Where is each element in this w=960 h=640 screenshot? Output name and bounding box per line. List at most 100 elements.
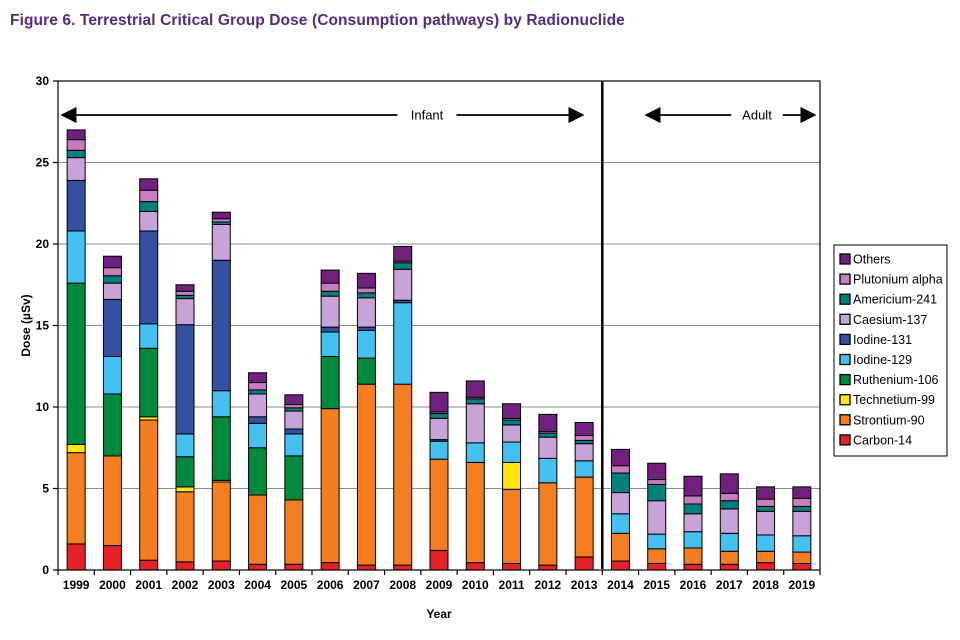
x-axis-title: Year: [426, 607, 452, 621]
bar-2015-others: [647, 462, 667, 481]
bar-2007-ruthenium-106: [356, 357, 376, 385]
bar-2016-americium-241: [683, 503, 703, 515]
bar-2018-carbon-14: [756, 562, 776, 571]
y-tick-label: 15: [36, 319, 50, 333]
bar-2000-strontium-90: [102, 455, 122, 547]
legend-label-americium-241: Americium-241: [853, 293, 937, 307]
bar-2002-strontium-90: [175, 491, 195, 563]
legend-item-ruthenium-106: Ruthenium-106: [839, 373, 939, 387]
bar-2004-iodine-131: [248, 416, 268, 424]
bar-1999-ruthenium-106: [66, 282, 86, 445]
bar-2005-strontium-90: [284, 499, 304, 565]
bar-2007-carbon-14: [356, 564, 376, 571]
bar-2010-americium-241: [465, 398, 485, 405]
bar-2018-strontium-90: [756, 550, 776, 564]
annotation-label-bg: [397, 106, 457, 124]
legend-label-plutonium-alpha: Plutonium alpha: [853, 273, 943, 287]
legend-label-iodine-129: Iodine-129: [853, 353, 912, 367]
x-tick-label-2006: 2006: [317, 578, 344, 592]
bar-2000-iodine-129: [102, 355, 122, 395]
bar-2002-others: [175, 284, 195, 292]
bar-2006-iodine-129: [320, 331, 340, 357]
bar-2013-plutonium-alpha: [574, 435, 594, 441]
bar-2005-carbon-14: [284, 563, 304, 571]
y-axis-title: Dose (µSv): [19, 294, 33, 356]
legend-item-carbon-14: Carbon-14: [839, 433, 912, 447]
bar-2013-carbon-14: [574, 556, 594, 571]
bar-2000-iodine-131: [102, 298, 122, 357]
bar-2003-iodine-129: [211, 390, 231, 418]
bar-2019-carbon-14: [792, 562, 812, 571]
bar-2009-strontium-90: [429, 458, 449, 551]
bar-2009-americium-241: [429, 413, 449, 419]
bar-2016-carbon-14: [683, 563, 703, 571]
legend: Others Plutonium alpha Americium-241 Caesiu…: [833, 244, 948, 457]
bar-2003-others: [211, 211, 231, 220]
bar-2012-caesium-137: [538, 436, 558, 459]
bar-2017-iodine-129: [719, 532, 739, 552]
bar-2000-ruthenium-106: [102, 393, 122, 457]
bar-2017-strontium-90: [719, 550, 739, 565]
bar-2011-caesium-137: [502, 424, 522, 443]
legend-item-plutonium-alpha: Plutonium alpha: [839, 273, 943, 287]
legend-item-strontium-90: Strontium-90: [839, 413, 925, 427]
legend-label-others: Others: [853, 253, 891, 267]
bar-2006-carbon-14: [320, 562, 340, 571]
bar-2019-americium-241: [792, 505, 812, 512]
legend-label-technetium-99: Technetium-99: [853, 393, 935, 407]
legend-swatch-carbon-14: [839, 434, 851, 446]
bar-2003-carbon-14: [211, 560, 231, 571]
bar-2015-iodine-129: [647, 533, 667, 550]
bar-2008-others: [393, 245, 413, 262]
bar-2018-americium-241: [756, 505, 776, 512]
bar-2002-technetium-99: [175, 486, 195, 493]
legend-box: [833, 244, 948, 457]
x-tick-label-2013: 2013: [571, 578, 598, 592]
bar-2017-carbon-14: [719, 563, 739, 571]
x-tick-label-2014: 2014: [607, 578, 634, 592]
bar-2017-americium-241: [719, 500, 739, 510]
bar-2007-americium-241: [356, 292, 376, 299]
bar-2004-strontium-90: [248, 494, 268, 565]
bar-2010-strontium-90: [465, 461, 485, 564]
bar-2005-iodine-131: [284, 428, 304, 435]
bar-2011-strontium-90: [502, 488, 522, 564]
legend-label-carbon-14: Carbon-14: [853, 433, 912, 447]
bar-2008-strontium-90: [393, 383, 413, 566]
annotation-label: Adult: [742, 108, 772, 123]
bar-2004-caesium-137: [248, 393, 268, 418]
bar-2012-strontium-90: [538, 482, 558, 566]
bar-2002-caesium-137: [175, 298, 195, 326]
bar-2015-caesium-137: [647, 500, 667, 535]
bar-2012-others: [538, 413, 558, 432]
bar-2009-caesium-137: [429, 417, 449, 441]
legend-swatch-americium-241: [839, 293, 851, 305]
bar-2001-caesium-137: [139, 210, 159, 232]
bar-2006-strontium-90: [320, 408, 340, 564]
bar-2014-caesium-137: [610, 492, 630, 515]
bar-2006-caesium-137: [320, 295, 340, 328]
bar-2002-carbon-14: [175, 561, 195, 571]
legend-swatch-iodine-131: [839, 333, 851, 346]
y-tick-label: 0: [42, 563, 49, 577]
legend-item-iodine-129: Iodine-129: [839, 353, 912, 367]
figure-title: Figure 6. Terrestrial Critical Group Dos…: [10, 12, 625, 29]
bar-2009-others: [429, 391, 449, 413]
bar-2015-carbon-14: [647, 562, 667, 571]
bar-2001-others: [139, 178, 159, 191]
legend-label-ruthenium-106: Ruthenium-106: [853, 373, 939, 387]
bar-2019-caesium-137: [792, 510, 812, 537]
bar-2007-caesium-137: [356, 297, 376, 328]
bar-2010-iodine-129: [465, 442, 485, 463]
bar-2003-iodine-131: [211, 259, 231, 392]
bar-2015-strontium-90: [647, 548, 667, 564]
legend-label-strontium-90: Strontium-90: [853, 413, 925, 427]
bar-2008-iodine-129: [393, 302, 413, 385]
bar-2018-caesium-137: [756, 510, 776, 536]
bar-2001-iodine-129: [139, 323, 159, 349]
bar-2004-iodine-129: [248, 422, 268, 449]
legend-item-others: Others: [839, 253, 891, 267]
bar-2014-strontium-90: [610, 532, 630, 562]
bar-2009-iodine-129: [429, 440, 449, 460]
